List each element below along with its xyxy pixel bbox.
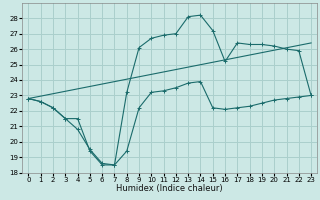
X-axis label: Humidex (Indice chaleur): Humidex (Indice chaleur)	[116, 184, 223, 193]
